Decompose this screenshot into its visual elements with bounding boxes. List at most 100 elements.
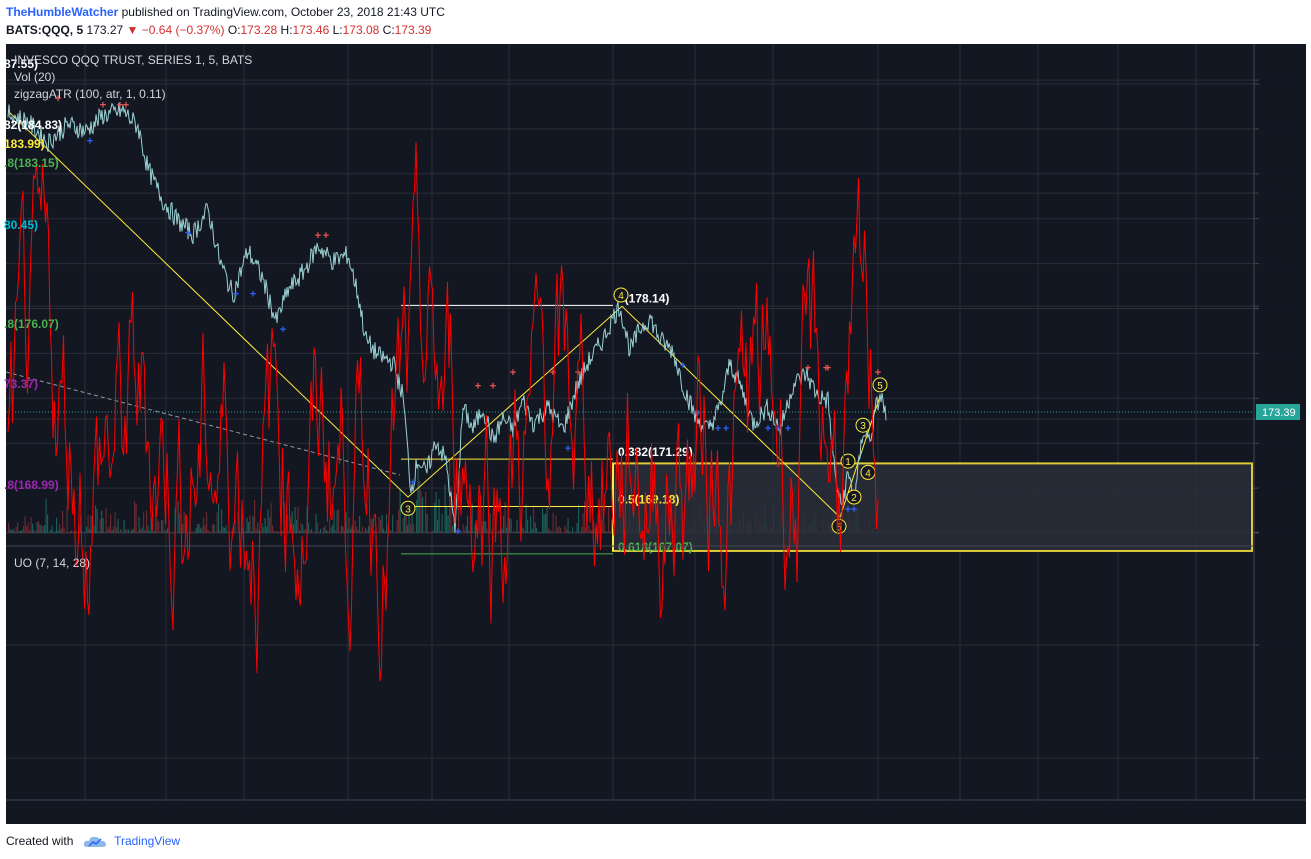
volume-bar (261, 523, 263, 533)
volume-bar (231, 530, 233, 533)
volume-bar (266, 526, 268, 533)
left-level-label: 73.37) (4, 377, 38, 391)
price-tick-label: 180.00 (1262, 259, 1296, 271)
volume-bar (282, 531, 284, 533)
volume-bar (554, 532, 556, 533)
volume-bar (348, 517, 350, 533)
volume-bar (344, 531, 346, 533)
volume-bar (389, 529, 391, 533)
volume-bar (162, 520, 164, 533)
volume-bar (54, 531, 56, 533)
volume-bar (524, 531, 526, 533)
volume-bar (300, 523, 302, 533)
volume-bar (96, 509, 98, 533)
volume-bar (362, 526, 364, 533)
volume-bar (428, 531, 430, 533)
volume-bar (252, 516, 254, 533)
sell-marker: + (117, 100, 123, 112)
price-axis[interactable]: 168.00 170.00 172.00 174.00 176.00 178.00 180.… (1254, 79, 1296, 540)
sell-marker: + (823, 362, 829, 374)
volume-bar (11, 530, 13, 533)
volume-bar (270, 503, 272, 533)
volume-bar (569, 531, 571, 533)
volume-bar (437, 520, 439, 533)
uo-axis[interactable]: 20.000030.000040.000050.000060.000070.00… (1254, 75, 1301, 765)
left-level-label: .8(176.07) (4, 317, 59, 331)
volume-bar (458, 505, 460, 533)
volume-bar (318, 532, 320, 533)
volume-bar (237, 511, 239, 533)
volume-bar (327, 531, 329, 533)
sell-marker: + (805, 362, 811, 374)
volume-bar (113, 526, 115, 533)
volume-bar (371, 518, 373, 533)
volume-bar (404, 502, 406, 533)
zigzag-lines (5, 110, 881, 519)
buy-marker: + (695, 407, 701, 419)
buy-marker: + (233, 288, 239, 300)
volume-bar (305, 528, 307, 533)
volume-bar (140, 529, 142, 533)
volume-bar (383, 528, 385, 533)
volume-bar (101, 510, 103, 533)
volume-bar (498, 530, 500, 533)
volume-bar (333, 509, 335, 533)
volume-bar (50, 529, 52, 533)
volume-bar (453, 492, 455, 533)
volume-bar (518, 532, 520, 533)
volume-bar (402, 518, 404, 533)
created-with-text: Created with (6, 834, 74, 848)
volume-bar (191, 531, 193, 533)
volume-bar (263, 526, 265, 533)
volume-bar (152, 524, 154, 533)
price-line (7, 102, 887, 533)
time-axis[interactable]: 3 17:00 8 10 17:00 15 17 17:00 22 24 17:00 29 17:00 N… (82, 806, 1206, 818)
time-tick-label: 22 (767, 806, 779, 818)
volume-bar (206, 512, 208, 533)
volume-bar (156, 518, 158, 533)
time-tick-label: 24 (872, 806, 884, 818)
volume-bar (246, 517, 248, 533)
volume-bar (506, 527, 508, 533)
time-tick-label: 17:00 (418, 806, 446, 818)
volume-bar (431, 531, 433, 533)
volume-bar (474, 524, 476, 533)
sell-marker: + (510, 367, 516, 379)
volume-bar (218, 503, 220, 533)
volume-bar (593, 520, 595, 533)
volume-bar (398, 509, 400, 533)
volume-bar (446, 507, 448, 533)
volume-bar (317, 522, 319, 533)
volume-bar (558, 526, 560, 533)
volume-bar (111, 530, 113, 533)
volume-bar (351, 525, 353, 533)
volume-bar (555, 515, 557, 533)
price-tick-label: 172.00 (1262, 438, 1296, 450)
volume-bar (485, 521, 487, 533)
volume-bar (18, 531, 20, 533)
wave-label: 3 (860, 421, 866, 432)
volume-bar (293, 524, 295, 533)
volume-bar (245, 531, 247, 533)
volume-bar (45, 498, 47, 533)
fib-zone-box (612, 462, 1253, 552)
author-link[interactable]: TheHumbleWatcher (6, 5, 119, 19)
left-level-label: 80.45) (4, 218, 38, 232)
volume-bar (378, 516, 380, 533)
tradingview-link[interactable]: TradingView (114, 834, 181, 848)
price-tick-label: 186.00 (1262, 124, 1296, 136)
volume-bar (167, 528, 169, 533)
volume-bar (116, 527, 118, 533)
volume-bar (281, 530, 283, 533)
volume-bar (435, 492, 437, 533)
volume-bar (560, 527, 562, 533)
volume-bar (608, 506, 610, 533)
volume-bar (23, 525, 25, 533)
wave-label: 2 (851, 493, 857, 504)
volume-bar (102, 518, 104, 533)
volume-bar (63, 527, 65, 533)
time-tick-label: Nov (1186, 806, 1206, 818)
wave-labels: 3 4 5 1 2 3 4 5 (400, 287, 888, 534)
left-level-label: 87.55) (4, 57, 38, 71)
